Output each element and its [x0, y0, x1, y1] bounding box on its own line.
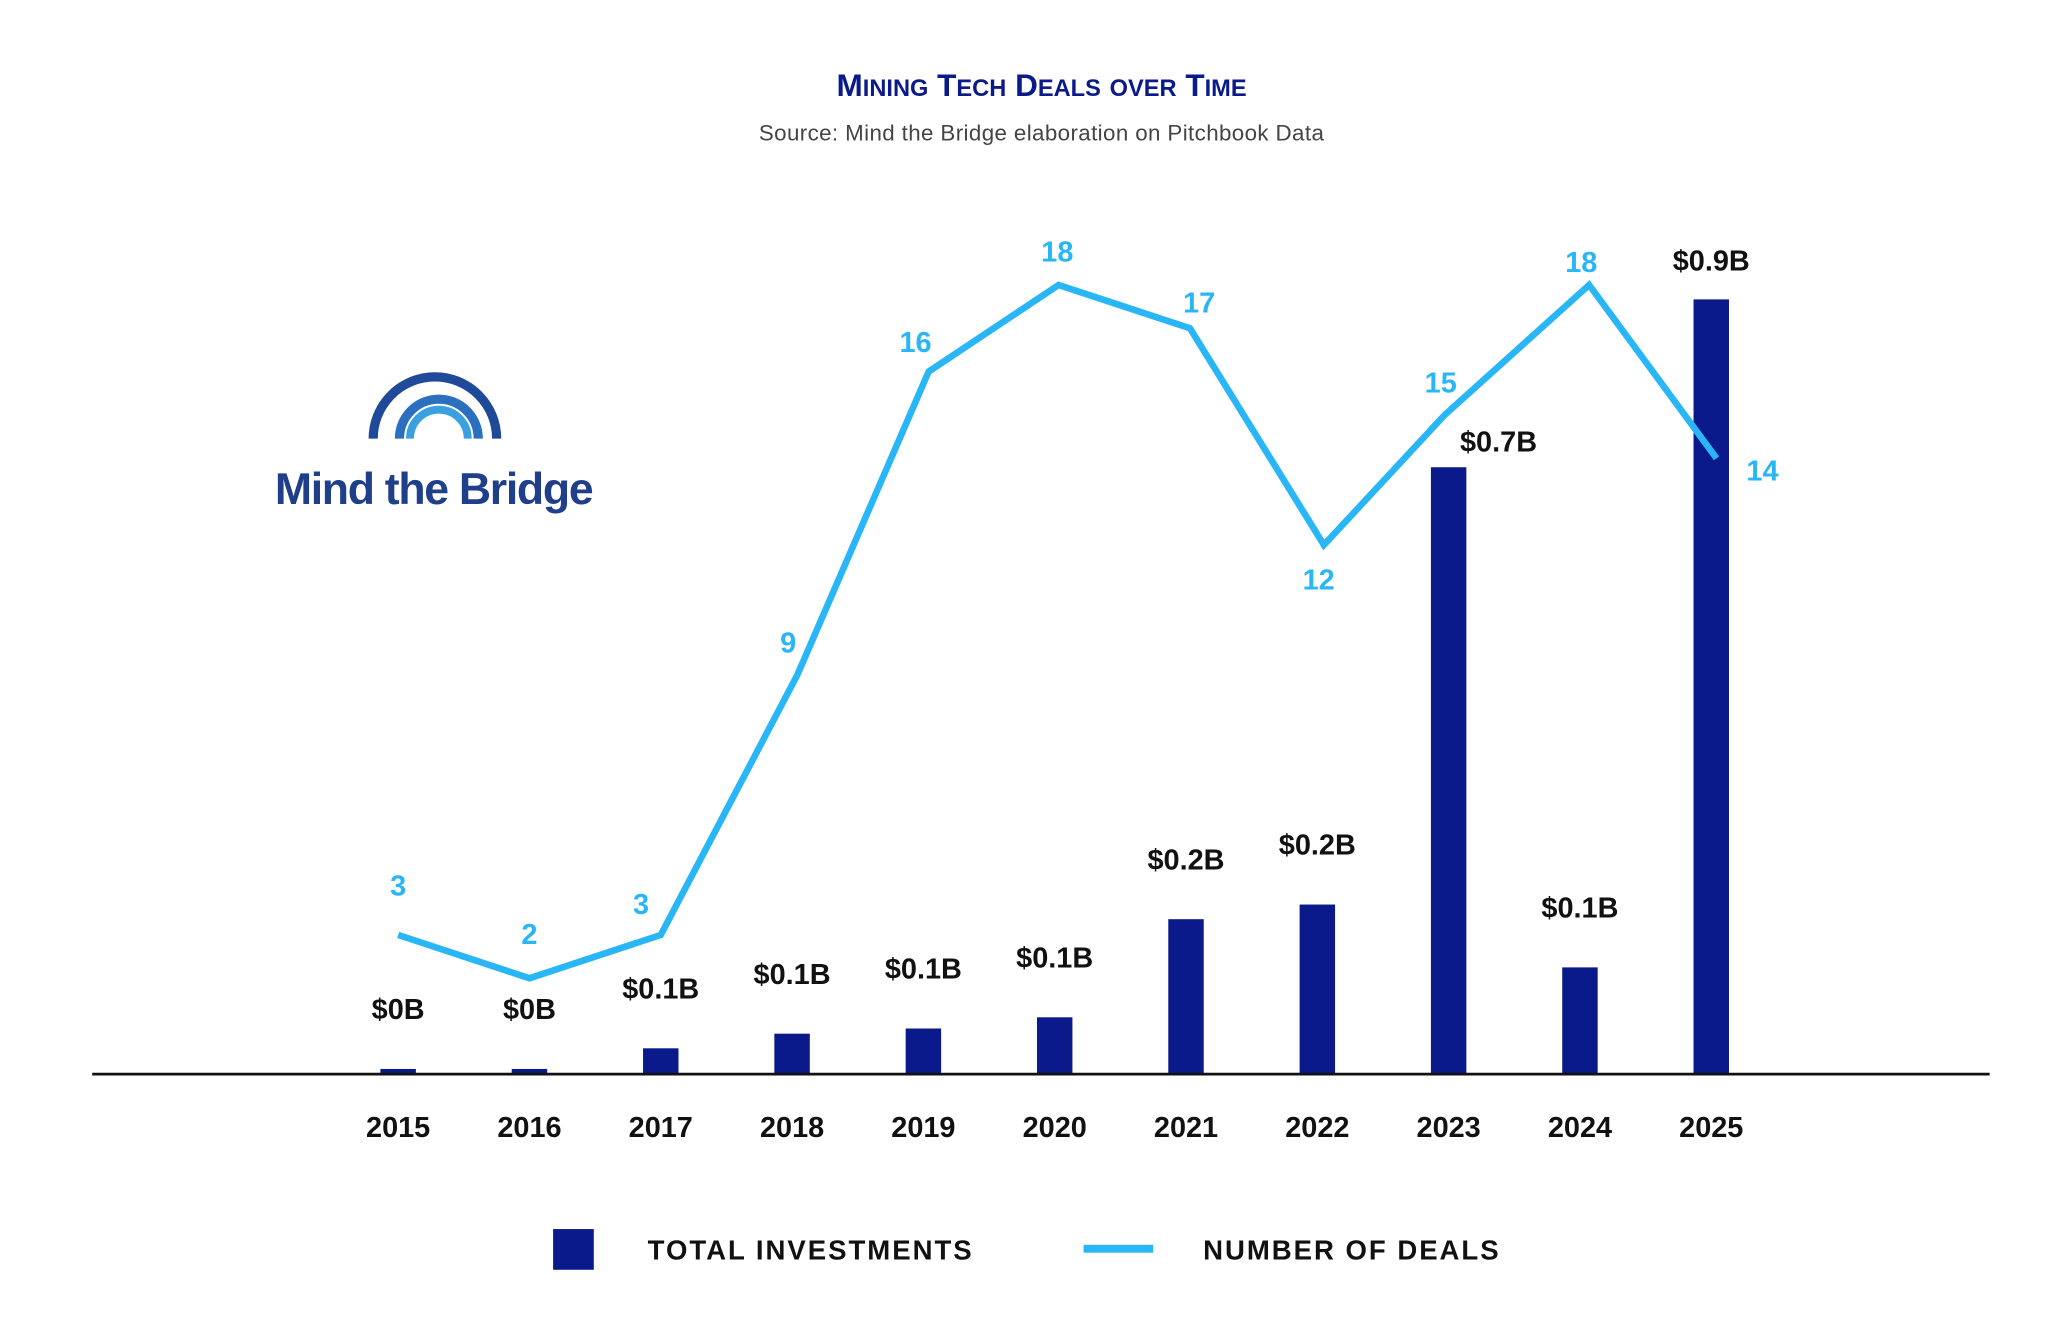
legend: TOTAL INVESTMENTS NUMBER OF DEALS [553, 1229, 1501, 1270]
x-tick-2025: 2025 [1679, 1112, 1743, 1144]
deal-label-2016: 2 [521, 919, 537, 951]
bar-label-2023: $0.7B [1460, 426, 1537, 458]
deal-label-2018: 9 [780, 628, 796, 660]
bar-label-2019: $0.1B [885, 954, 962, 986]
chart-title-text: MINING TECH DEALS OVER TIME [837, 67, 1247, 103]
bar-label-2021: $0.2B [1147, 844, 1224, 876]
bar-label-2025: $0.9B [1673, 246, 1750, 278]
legend-swatch-deals [1083, 1244, 1154, 1253]
bar-2021 [1168, 919, 1204, 1075]
bar-2015 [380, 1068, 416, 1075]
x-tick-2016: 2016 [497, 1112, 561, 1144]
x-tick-2024: 2024 [1548, 1112, 1612, 1144]
labels: $0B $0B $0.1B $0.1B $0.1B $0.1B $0.2B $0.2B $0.7… [372, 236, 1779, 1026]
deals-line-group [397, 280, 1720, 982]
bar-label-2018: $0.1B [754, 959, 831, 991]
bar-2024 [1562, 967, 1598, 1075]
deals-line [397, 280, 1720, 982]
deal-label-2017: 3 [633, 889, 649, 921]
bar-label-2022: $0.2B [1279, 830, 1356, 862]
bar-label-2024: $0.1B [1541, 892, 1618, 924]
deal-label-2021: 17 [1183, 288, 1215, 320]
deal-label-2025: 14 [1746, 456, 1778, 488]
legend-label-investments: TOTAL INVESTMENTS [648, 1234, 974, 1265]
bar-2017 [643, 1048, 679, 1075]
deal-label-2019: 16 [899, 327, 931, 359]
deal-label-2022: 12 [1303, 565, 1335, 597]
x-tick-2017: 2017 [629, 1112, 693, 1144]
bar-label-2015: $0B [372, 994, 425, 1026]
bar-2022 [1299, 904, 1336, 1075]
bar-2018 [774, 1033, 810, 1075]
legend-label-deals: NUMBER OF DEALS [1203, 1234, 1501, 1265]
bar-label-2020: $0.1B [1016, 942, 1093, 974]
x-tick-2019: 2019 [891, 1112, 955, 1144]
x-tick-2021: 2021 [1154, 1112, 1218, 1144]
bar-2020 [1036, 1017, 1073, 1075]
bar-2016 [511, 1068, 548, 1075]
x-tick-2018: 2018 [760, 1112, 824, 1144]
deal-label-2020: 18 [1041, 236, 1073, 268]
bar-label-2017: $0.1B [622, 973, 699, 1005]
x-tick-2023: 2023 [1417, 1112, 1481, 1144]
x-tick-2020: 2020 [1023, 1112, 1087, 1144]
x-tick-2015: 2015 [366, 1112, 430, 1144]
deal-label-2015: 3 [390, 871, 406, 903]
logo-text: Mind the Bridge [275, 465, 593, 514]
legend-swatch-investments [553, 1229, 594, 1270]
x-ticks: 2015 2016 2017 2018 2019 2020 2021 2022 2023 2024… [366, 1112, 1743, 1144]
bars [380, 299, 1729, 1075]
bar-2025 [1693, 299, 1729, 1075]
bridge-arcs-icon [368, 372, 502, 439]
bar-2023 [1430, 467, 1467, 1075]
bar-label-2016: $0B [503, 994, 556, 1026]
chart-subtitle: Source: Mind the Bridge elaboration on P… [759, 121, 1325, 146]
mind-the-bridge-logo: Mind the Bridge [275, 372, 594, 514]
x-tick-2022: 2022 [1285, 1112, 1349, 1144]
deal-label-2024: 18 [1565, 247, 1597, 279]
deal-label-2023: 15 [1425, 368, 1457, 400]
chart-title: MINING TECH DEALS OVER TIME [837, 67, 1247, 103]
bar-2019 [905, 1028, 942, 1075]
